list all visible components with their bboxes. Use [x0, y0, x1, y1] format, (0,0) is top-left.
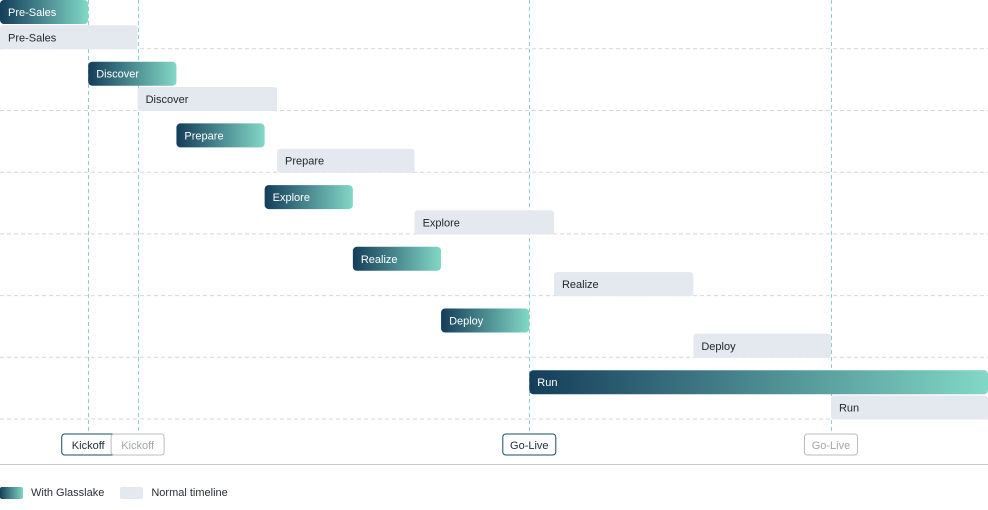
bar-glasslake-realize — [352, 246, 442, 271]
bar-label-normal-run: Run — [839, 403, 859, 415]
milestone-label: Go-Live — [812, 440, 851, 452]
milestone-label: Go-Live — [510, 440, 549, 452]
bar-label-normal-realize: Realize — [562, 279, 599, 291]
phase-bars: Pre-Sales Pre-Sales Discover Discover Prepar… — [0, 0, 988, 420]
bar-label-glasslake-explore: Explore — [273, 192, 310, 204]
bar-label-glasslake-pre-sales: Pre-Sales — [8, 7, 57, 19]
milestone-glass-kickoff: Kickoff — [61, 433, 116, 456]
legend: With Glasslake Normal timeline — [0, 485, 244, 501]
bar-glasslake-run — [529, 370, 988, 395]
bar-label-normal-explore: Explore — [423, 217, 460, 229]
milestone-label: Kickoff — [72, 440, 106, 452]
bar-normal-prepare — [276, 148, 415, 173]
bar-label-glasslake-prepare: Prepare — [184, 130, 223, 142]
bar-normal-explore — [414, 210, 554, 235]
milestones: Kickoff Kickoff Go-Live Go-Live — [61, 433, 858, 456]
milestone-normal-go-live: Go-Live — [803, 433, 858, 456]
legend-label-normal: Normal timeline — [151, 487, 228, 499]
bar-label-normal-deploy: Deploy — [701, 341, 736, 353]
milestone-box — [110, 433, 165, 456]
milestone-glass-go-live: Go-Live — [502, 433, 557, 456]
milestone-normal-kickoff: Kickoff — [110, 433, 165, 456]
bar-label-glasslake-discover: Discover — [96, 69, 139, 81]
bar-glasslake-prepare — [176, 123, 265, 148]
bar-glasslake-deploy — [441, 308, 530, 333]
bar-glasslake-pre-sales — [0, 0, 89, 24]
bar-label-glasslake-realize: Realize — [361, 254, 398, 266]
bar-label-glasslake-deploy: Deploy — [449, 316, 484, 328]
legend-swatch-glasslake — [0, 487, 23, 499]
bar-normal-deploy — [693, 333, 831, 358]
bar-label-normal-pre-sales: Pre-Sales — [8, 32, 57, 44]
bar-normal-realize — [553, 272, 694, 297]
milestone-box — [502, 433, 557, 456]
bar-label-normal-discover: Discover — [146, 94, 189, 106]
bar-glasslake-explore — [264, 185, 353, 210]
milestone-label: Kickoff — [121, 440, 155, 452]
bar-normal-pre-sales — [0, 25, 138, 50]
bar-glasslake-discover — [88, 61, 177, 86]
bar-normal-discover — [137, 87, 277, 111]
bar-label-normal-prepare: Prepare — [285, 156, 324, 168]
legend-label-glasslake: With Glasslake — [31, 487, 105, 499]
bar-normal-run — [830, 395, 988, 420]
bar-label-glasslake-run: Run — [537, 377, 557, 389]
legend-swatch-normal — [120, 487, 144, 499]
legend-item-glasslake: With Glasslake — [0, 487, 104, 499]
milestone-box — [803, 433, 858, 456]
legend-item-normal: Normal timeline — [120, 487, 228, 499]
